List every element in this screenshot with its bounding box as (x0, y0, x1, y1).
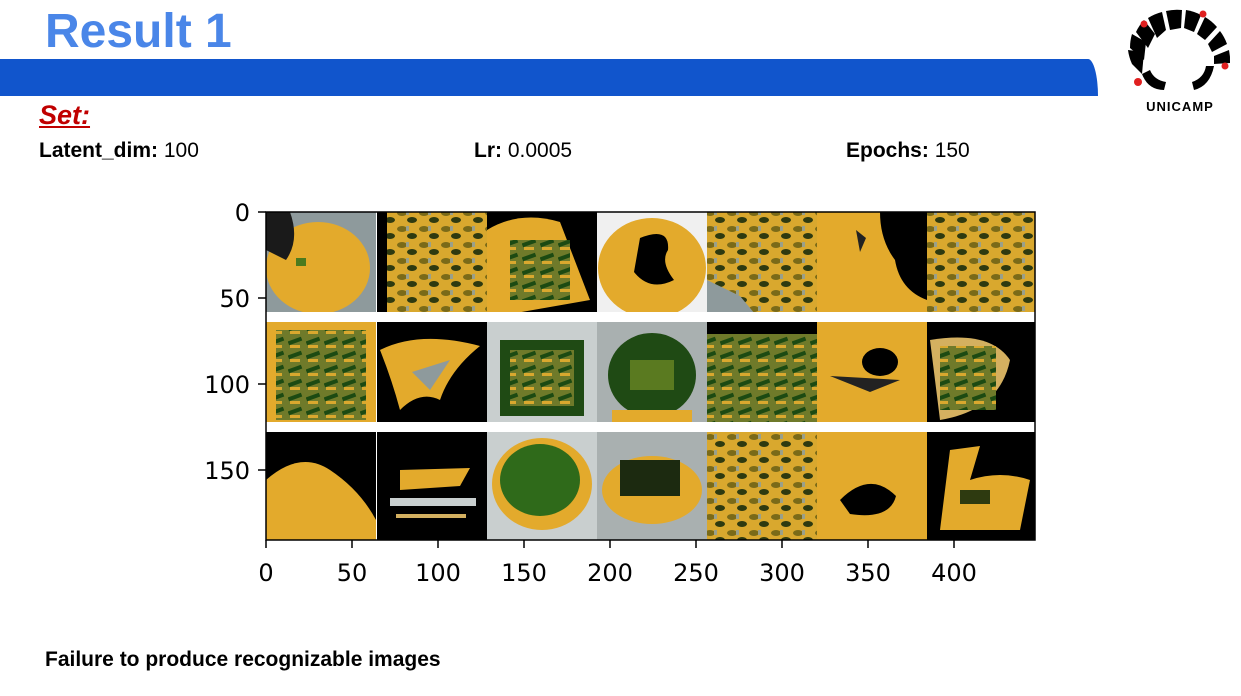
param-epochs: Epochs: 150 (846, 138, 970, 164)
y-tick-label: 150 (204, 457, 250, 485)
x-tick-label: 300 (759, 559, 805, 587)
x-tick-label: 400 (931, 559, 977, 587)
image-tile (707, 432, 817, 540)
param-latent-dim: Latent_dim: 100 (39, 138, 199, 164)
x-tick-label: 200 (587, 559, 633, 587)
param-label: Lr: (474, 139, 502, 162)
x-tick-label: 350 (845, 559, 891, 587)
image-tile (597, 322, 707, 428)
x-tick-label: 100 (415, 559, 461, 587)
image-tile (817, 212, 927, 320)
image-tile (927, 212, 1035, 320)
title-bar (0, 59, 1098, 96)
param-value: 0.0005 (507, 139, 573, 162)
image-tile (817, 432, 927, 540)
image-tile (266, 322, 376, 428)
param-label: Latent_dim: (39, 139, 159, 162)
x-tick-label: 50 (337, 559, 368, 587)
x-tick-label: 150 (501, 559, 547, 587)
param-value: 100 (163, 139, 199, 162)
x-tick-label: 0 (258, 559, 273, 587)
param-value: 150 (934, 139, 970, 162)
plot-axes (258, 211, 1036, 548)
image-tile (377, 212, 487, 320)
image-tile (377, 322, 487, 428)
y-tick-label: 50 (219, 285, 250, 313)
y-tick-label: 0 (235, 199, 250, 227)
param-lr: Lr: 0.0005 (474, 138, 572, 164)
image-tile (927, 322, 1035, 428)
logo-text: UNICAMP (1146, 99, 1214, 114)
image-tile (597, 212, 707, 320)
set-heading: Set: (39, 100, 91, 130)
image-tile (817, 322, 927, 428)
slide-caption: Failure to produce recognizable images (45, 648, 441, 671)
slide-title: Result 1 (45, 5, 232, 58)
image-tile (266, 212, 376, 320)
image-tile (487, 322, 597, 428)
y-tick-labels: 0 50 100 150 (204, 199, 250, 485)
image-tile (487, 212, 597, 320)
image-tile (707, 212, 817, 320)
y-tick-label: 100 (204, 371, 250, 399)
x-tick-label: 250 (673, 559, 719, 587)
x-tick-labels: 0 50 100 150 200 250 300 350 400 (258, 559, 977, 587)
image-tile (597, 432, 707, 540)
image-tile (707, 322, 817, 428)
image-tile (377, 432, 487, 540)
param-label: Epochs: (846, 139, 929, 162)
image-tile (266, 432, 376, 540)
image-tile (487, 432, 597, 540)
unicamp-logo-icon (1128, 9, 1231, 90)
image-tile (927, 432, 1035, 540)
image-tiles (266, 212, 1035, 540)
